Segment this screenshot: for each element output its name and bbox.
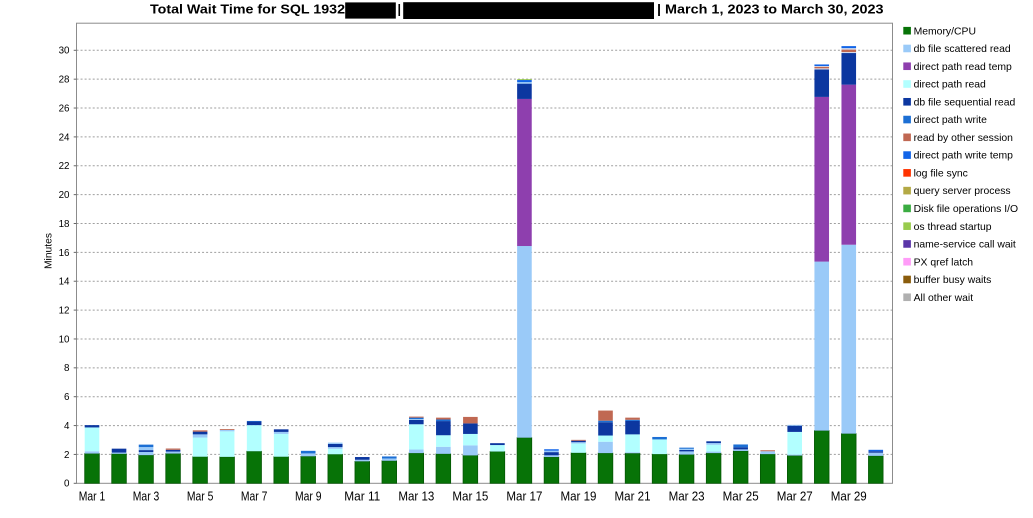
svg-text:name-service call wait: name-service call wait: [914, 240, 1016, 251]
svg-text:12: 12: [59, 306, 70, 317]
svg-text:os thread startup: os thread startup: [914, 222, 992, 233]
svg-text:20: 20: [59, 190, 70, 201]
svg-text:Mar 29: Mar 29: [831, 488, 867, 503]
svg-text:24: 24: [59, 132, 70, 143]
svg-text:Total Wait Time for SQL 1932: Total Wait Time for SQL 1932: [150, 3, 345, 17]
svg-text:Memory/CPU: Memory/CPU: [914, 26, 976, 37]
svg-text:|: |: [398, 3, 402, 17]
svg-text:Mar 1: Mar 1: [79, 488, 106, 503]
svg-text:direct path write temp: direct path write temp: [914, 151, 1014, 162]
svg-text:Mar 7: Mar 7: [241, 488, 268, 503]
svg-text:6: 6: [64, 392, 70, 403]
svg-text:30: 30: [59, 46, 70, 57]
svg-text:Mar 11: Mar 11: [344, 488, 380, 503]
svg-text:Mar 21: Mar 21: [615, 488, 651, 503]
svg-text:PX qref latch: PX qref latch: [914, 257, 974, 268]
svg-text:16: 16: [59, 248, 70, 259]
svg-text:8: 8: [64, 363, 70, 374]
svg-text:direct path read: direct path read: [914, 80, 986, 91]
svg-text:14: 14: [59, 277, 70, 288]
svg-text:0: 0: [64, 479, 70, 490]
svg-text:direct path write: direct path write: [914, 115, 988, 126]
svg-text:28: 28: [59, 75, 70, 86]
svg-text:Disk file operations I/O: Disk file operations I/O: [914, 204, 1019, 215]
svg-text:Mar 27: Mar 27: [777, 488, 813, 503]
svg-text:2: 2: [64, 450, 69, 461]
svg-text:Mar 15: Mar 15: [452, 488, 488, 503]
svg-text:Mar 25: Mar 25: [723, 488, 759, 503]
svg-text:Mar 5: Mar 5: [187, 488, 214, 503]
svg-text:read by other session: read by other session: [914, 133, 1014, 144]
svg-text:Mar 23: Mar 23: [669, 488, 705, 503]
svg-text:26: 26: [59, 103, 70, 114]
svg-text:Mar 9: Mar 9: [295, 488, 322, 503]
svg-text:direct path read temp: direct path read temp: [914, 62, 1012, 73]
svg-text:Minutes: Minutes: [44, 233, 55, 269]
svg-text:Mar 3: Mar 3: [133, 488, 160, 503]
svg-text:query server process: query server process: [914, 186, 1011, 197]
svg-text:buffer busy waits: buffer busy waits: [914, 275, 992, 286]
svg-text:Mar 13: Mar 13: [398, 488, 434, 503]
svg-text:db file sequential read: db file sequential read: [914, 97, 1016, 108]
svg-text:18: 18: [59, 219, 70, 230]
svg-text:10: 10: [59, 334, 70, 345]
svg-text:log file sync: log file sync: [914, 168, 968, 179]
svg-text:db file scattered read: db file scattered read: [914, 44, 1011, 55]
svg-text:| March 1, 2023 to March 30, 2: | March 1, 2023 to March 30, 2023: [657, 3, 884, 17]
svg-text:4: 4: [64, 421, 70, 432]
svg-text:Mar 19: Mar 19: [560, 488, 596, 503]
svg-text:All other wait: All other wait: [914, 293, 974, 304]
svg-text:Mar 17: Mar 17: [506, 488, 542, 503]
svg-text:22: 22: [59, 161, 70, 172]
